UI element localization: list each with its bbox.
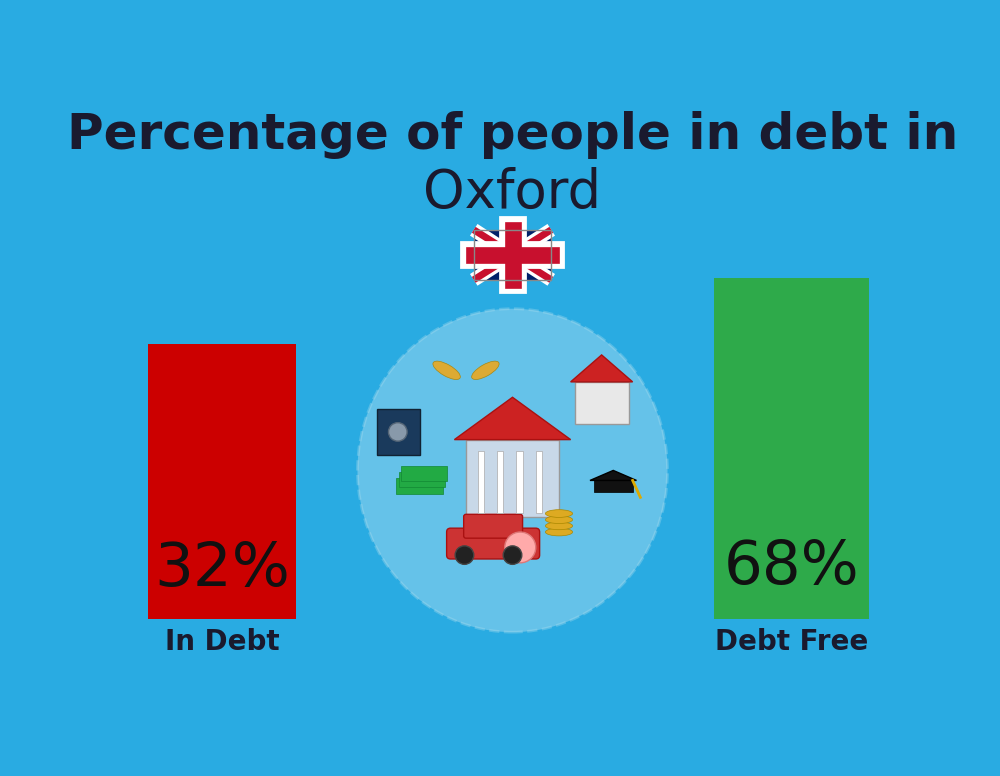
Circle shape xyxy=(388,423,407,442)
Polygon shape xyxy=(454,397,571,440)
FancyBboxPatch shape xyxy=(474,230,551,280)
Text: 68%: 68% xyxy=(724,539,859,598)
FancyBboxPatch shape xyxy=(497,451,503,513)
Text: Oxford: Oxford xyxy=(424,167,602,220)
FancyBboxPatch shape xyxy=(401,466,447,481)
Ellipse shape xyxy=(545,510,573,518)
FancyBboxPatch shape xyxy=(478,451,484,513)
FancyBboxPatch shape xyxy=(466,440,559,517)
Text: 32%: 32% xyxy=(154,540,290,599)
Polygon shape xyxy=(571,355,633,382)
FancyBboxPatch shape xyxy=(714,279,869,619)
FancyBboxPatch shape xyxy=(574,382,629,424)
FancyBboxPatch shape xyxy=(464,514,523,539)
FancyBboxPatch shape xyxy=(536,451,542,513)
Text: Debt Free: Debt Free xyxy=(715,628,868,656)
Ellipse shape xyxy=(545,516,573,524)
Circle shape xyxy=(455,546,474,564)
FancyBboxPatch shape xyxy=(396,478,443,494)
FancyBboxPatch shape xyxy=(447,528,540,559)
FancyBboxPatch shape xyxy=(516,451,523,513)
Circle shape xyxy=(505,532,536,563)
Polygon shape xyxy=(590,470,637,480)
Ellipse shape xyxy=(545,528,573,536)
Circle shape xyxy=(503,546,522,564)
Ellipse shape xyxy=(433,361,460,379)
Ellipse shape xyxy=(358,309,668,632)
FancyBboxPatch shape xyxy=(594,480,633,492)
FancyBboxPatch shape xyxy=(399,472,445,487)
Ellipse shape xyxy=(545,522,573,530)
Text: Percentage of people in debt in: Percentage of people in debt in xyxy=(67,112,958,160)
Text: In Debt: In Debt xyxy=(165,628,279,656)
Ellipse shape xyxy=(472,361,499,379)
FancyBboxPatch shape xyxy=(148,344,296,619)
FancyBboxPatch shape xyxy=(377,409,420,455)
